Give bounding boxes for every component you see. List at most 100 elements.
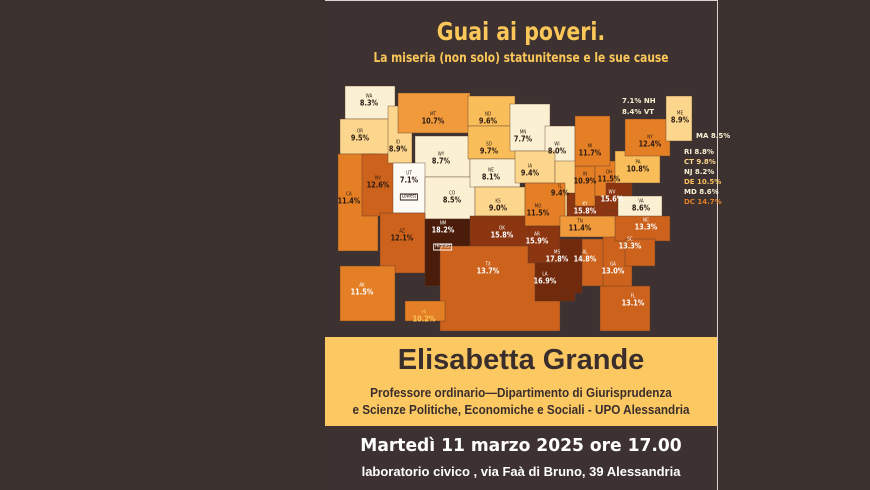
state-label-me: ME 8.9%: [670, 111, 690, 125]
state-value: 15.8%: [490, 230, 514, 240]
poster-title: Guai ai poveri.: [436, 17, 606, 46]
state-label-il: IL 9.4%: [550, 184, 570, 198]
state-label-ks: KS 9.0%: [488, 198, 508, 213]
state-nd: [467, 95, 516, 127]
state-value: 8.9%: [670, 115, 690, 125]
state-label-nm: NM 18.2% Highest: [431, 221, 455, 251]
state-ne: [469, 158, 521, 188]
event-date: Martedì 11 marzo 2025 ore 17.00: [360, 435, 682, 456]
state-code: TN: [577, 218, 583, 225]
state-label-wv: WV 15.6%: [601, 190, 624, 204]
state-label-hi: HI 10.2%: [412, 310, 436, 324]
state-label-ri: RI 8.8%: [684, 148, 714, 156]
state-label-fl: FL 13.1%: [621, 294, 645, 308]
state-label-ga: GA 13.0%: [602, 261, 625, 276]
state-code: AZ: [399, 228, 405, 235]
state-code: MS: [553, 249, 561, 256]
state-code: MT: [429, 111, 437, 118]
state-value: 11.4%: [568, 223, 592, 233]
state-code: NE: [488, 167, 494, 174]
state-value: 9.7%: [479, 146, 499, 156]
state-code: IA: [527, 163, 533, 170]
state-label-az: AZ 12.1%: [391, 228, 414, 243]
state-label-md: MD 8.6%: [684, 188, 719, 196]
state-label-mi: MI 11.7%: [578, 144, 602, 158]
state-value: 9.4%: [550, 188, 570, 198]
state-mo: [524, 182, 566, 227]
state-code: IN: [582, 171, 588, 178]
state-value: 14.8%: [573, 254, 597, 264]
state-value: 10.8%: [626, 164, 650, 174]
poster-subtitle: La miseria (non solo) statunitense e le …: [373, 51, 669, 66]
state-value: 9.5%: [350, 133, 370, 143]
event-poster: Guai ai poveri. La miseria (non solo) st…: [325, 0, 730, 490]
state-value: 9.0%: [488, 203, 508, 213]
state-value: 13.1%: [621, 298, 645, 308]
state-value: 18.2%: [431, 225, 455, 235]
state-label-ne: NE 8.1%: [481, 167, 501, 182]
state-value: 11.5%: [350, 287, 374, 297]
state-value: 15.9%: [525, 236, 549, 246]
state-ut: [392, 162, 426, 214]
state-code: LA: [542, 271, 548, 278]
state-sc: [624, 238, 656, 267]
state-code: MN: [519, 129, 527, 136]
state-value: 17.8%: [545, 254, 569, 264]
state-label-la: LA 16.9%: [534, 271, 557, 286]
state-label-ut: UT 7.1% Lowest: [399, 171, 419, 201]
state-value: 10.2%: [412, 314, 436, 324]
state-label-ms: MS 17.8%: [545, 249, 569, 264]
state-label-mo: MO 11.5%: [527, 204, 550, 218]
state-code: KS: [495, 198, 501, 205]
state-mi: [574, 115, 611, 167]
state-code: AL: [582, 249, 588, 256]
state-value: 8.1%: [481, 172, 501, 182]
state-label-sc: SC 13.3%: [618, 237, 642, 251]
state-label-ny: NY 12.4%: [638, 135, 662, 149]
state-code: ND: [484, 111, 492, 118]
state-value: 10.7%: [421, 116, 445, 126]
state-code: OH: [605, 169, 613, 176]
state-label-ct: CT 9.8%: [684, 158, 716, 166]
state-label-wa: WA 8.3%: [360, 93, 378, 108]
state-code: WY: [437, 151, 445, 158]
state-label-id: ID 8.9%: [389, 140, 407, 154]
state-label-ia: IA 9.4%: [521, 163, 539, 178]
state-value: 13.3%: [618, 241, 642, 251]
state-code: SD: [486, 141, 492, 148]
state-label-or: OR 9.5%: [350, 129, 370, 143]
state-value: 11.7%: [578, 148, 602, 158]
state-label-ok: OK 15.8%: [490, 225, 514, 240]
state-ks: [474, 186, 526, 217]
us-poverty-map: WA 8.3% OR 9.5% CA 11.4% NV 12.6% ID 8.9% MT 10.7% W…: [325, 1, 730, 337]
speaker-name: Elisabetta Grande: [397, 344, 645, 376]
state-label-al: AL 14.8%: [573, 249, 597, 264]
state-label-nh: 7.1% NH: [622, 97, 656, 105]
state-value: 7.7%: [513, 134, 533, 144]
state-label-dc: DC 14.7%: [684, 198, 722, 206]
state-code: OK: [499, 225, 505, 232]
state-value: 9.6%: [478, 116, 498, 126]
state-code: VA: [638, 198, 644, 205]
state-code: WA: [365, 93, 373, 100]
lowest-tag: Lowest: [400, 193, 418, 201]
state-label-nj: NJ 8.2%: [684, 168, 715, 176]
state-code: GA: [610, 261, 616, 268]
state-label-vt: 8.4% VT: [622, 108, 655, 116]
state-value: 12.4%: [638, 139, 662, 149]
state-label-sd: SD 9.7%: [479, 141, 499, 156]
speaker-box: Elisabetta Grande Professore ordinario—D…: [325, 337, 717, 426]
state-label-ar: AR 15.9%: [525, 232, 549, 246]
state-code: NV: [375, 175, 381, 182]
state-fl: [599, 285, 651, 332]
state-wa: [344, 85, 396, 120]
state-code: TX: [485, 261, 491, 268]
state-hi: [404, 300, 446, 322]
speaker-role-line2: e Scienze Politiche, Economiche e Social…: [352, 402, 690, 417]
state-label-tx: TX 13.7%: [477, 261, 500, 276]
state-value: 8.6%: [631, 203, 651, 213]
state-code: CA: [346, 191, 352, 198]
state-label-pa: PA 10.8%: [626, 160, 650, 174]
state-label-mt: MT 10.7%: [421, 111, 445, 126]
state-value: 7.1%: [399, 175, 419, 185]
